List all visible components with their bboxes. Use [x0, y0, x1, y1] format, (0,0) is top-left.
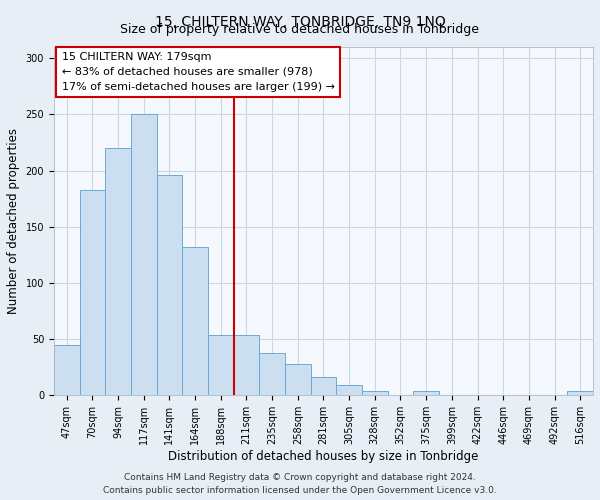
Bar [157, 175, 182, 396]
Bar [362, 391, 388, 396]
Text: 15 CHILTERN WAY: 179sqm
← 83% of detached houses are smaller (978)
17% of semi-d: 15 CHILTERN WAY: 179sqm ← 83% of detache… [62, 52, 335, 92]
Y-axis label: Number of detached properties: Number of detached properties [7, 128, 20, 314]
Bar [105, 148, 131, 396]
Bar [259, 352, 285, 396]
Bar [54, 345, 80, 396]
Bar [80, 190, 105, 396]
Bar [336, 386, 362, 396]
Bar [182, 247, 208, 396]
Bar [311, 378, 336, 396]
Bar [568, 391, 593, 396]
Bar [285, 364, 311, 396]
Bar [413, 391, 439, 396]
Text: Contains HM Land Registry data © Crown copyright and database right 2024.
Contai: Contains HM Land Registry data © Crown c… [103, 474, 497, 495]
Bar [208, 334, 233, 396]
X-axis label: Distribution of detached houses by size in Tonbridge: Distribution of detached houses by size … [168, 450, 479, 463]
Text: Size of property relative to detached houses in Tonbridge: Size of property relative to detached ho… [121, 22, 479, 36]
Bar [131, 114, 157, 396]
Bar [233, 334, 259, 396]
Text: 15, CHILTERN WAY, TONBRIDGE, TN9 1NQ: 15, CHILTERN WAY, TONBRIDGE, TN9 1NQ [155, 15, 445, 29]
